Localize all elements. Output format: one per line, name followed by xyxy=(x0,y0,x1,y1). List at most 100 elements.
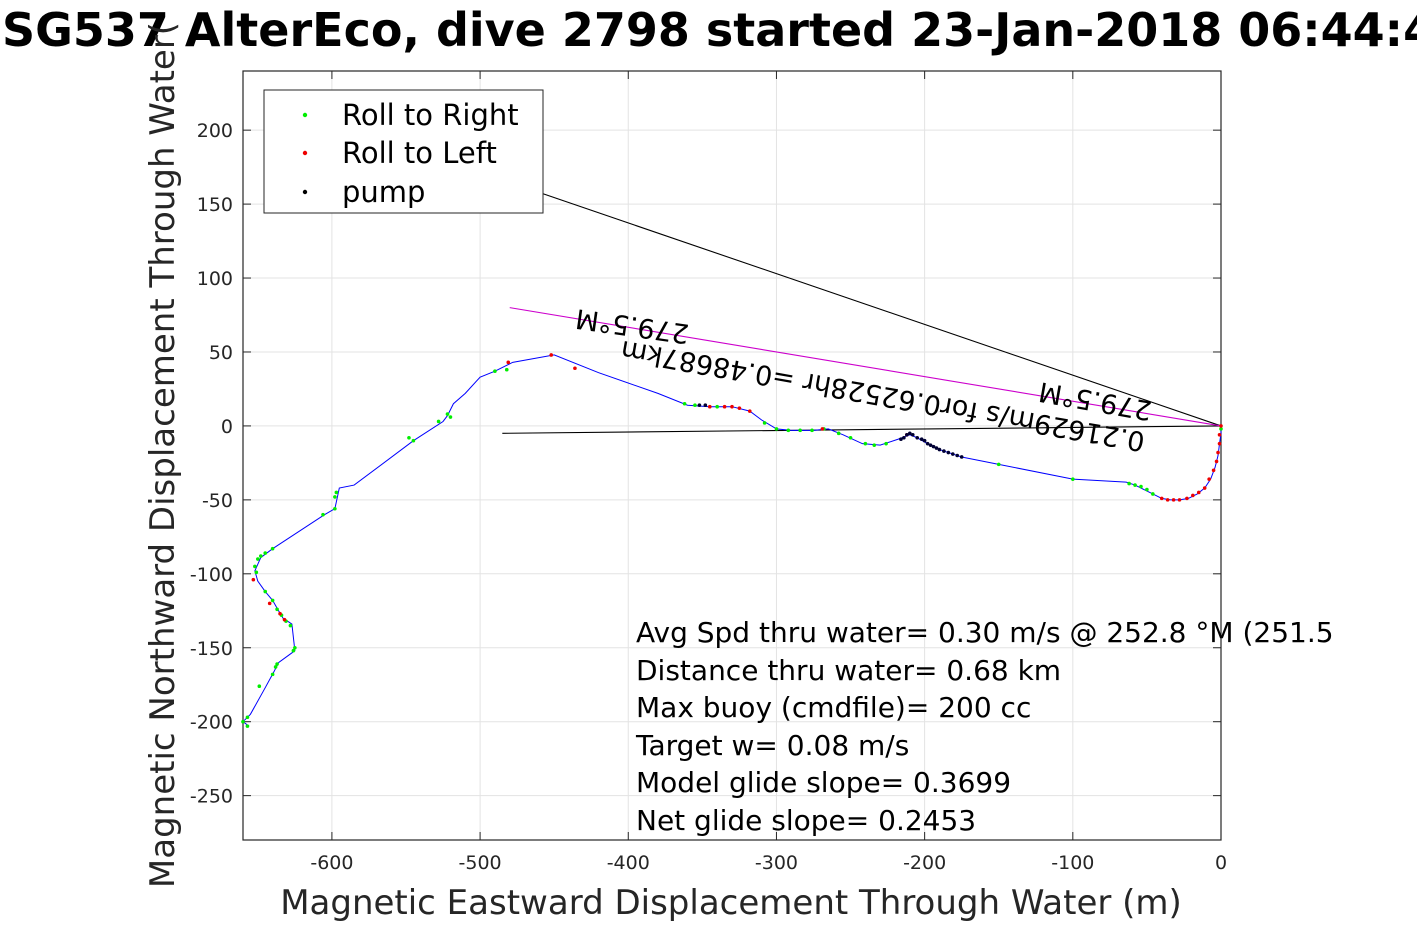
roll-right-point xyxy=(321,512,325,517)
pump-point xyxy=(910,432,915,437)
x-tick-label: -100 xyxy=(1051,852,1094,874)
pump-point xyxy=(905,432,909,437)
legend-marker-roll-left xyxy=(302,150,308,156)
y-tick-label: 50 xyxy=(209,342,233,364)
roll-left-point xyxy=(1171,498,1176,502)
pump-point xyxy=(946,450,951,455)
y-tick-label: 150 xyxy=(197,194,233,216)
roll-right-point xyxy=(1071,477,1075,481)
roll-left-point xyxy=(251,577,256,582)
legend-label-pump: pump xyxy=(342,175,425,209)
y-tick-label: -200 xyxy=(190,712,233,734)
roll-left-point xyxy=(549,353,554,357)
roll-right-point xyxy=(254,570,259,575)
y-tick-label: 100 xyxy=(197,268,233,290)
stats-annotations: Avg Spd thru water= 0.30 m/s @ 252.8 °M … xyxy=(635,616,1334,837)
roll-right-point xyxy=(258,554,263,558)
plot-frame xyxy=(242,70,1222,841)
pump-point xyxy=(697,403,702,408)
roll-left-point xyxy=(1207,477,1211,481)
roll-left-point xyxy=(737,406,742,410)
roll-left-point xyxy=(1196,490,1201,495)
roll-right-point xyxy=(293,645,297,650)
pump-point xyxy=(937,447,942,452)
roll-right-point xyxy=(848,435,853,440)
roll-right-point xyxy=(1127,481,1131,486)
roll-right-point xyxy=(411,438,416,443)
roll-right-point xyxy=(333,506,337,511)
legend: Roll to Right Roll to Left pump xyxy=(263,89,544,214)
roll-left-point xyxy=(506,360,511,365)
roll-left-point xyxy=(1202,486,1207,490)
y-tick-label: -150 xyxy=(190,638,233,660)
pump-point xyxy=(934,446,939,450)
x-tick-label: -500 xyxy=(459,852,502,874)
roll-right-point xyxy=(693,403,697,408)
roll-left-point xyxy=(1211,468,1216,473)
roll-right-point xyxy=(1219,427,1223,431)
pump-point xyxy=(899,437,903,442)
roll-left-point xyxy=(1217,432,1222,437)
roll-right-point xyxy=(245,724,250,728)
roll-right-point xyxy=(288,623,293,628)
roll-left-point xyxy=(1185,496,1189,501)
annotation-distance: Distance thru water= 0.68 km xyxy=(636,654,1061,687)
roll-right-point xyxy=(493,369,497,374)
roll-right-point xyxy=(436,419,441,424)
legend-label-roll-right: Roll to Right xyxy=(342,98,519,132)
roll-right-point xyxy=(786,428,791,433)
roll-right-point xyxy=(872,443,877,447)
line-current xyxy=(509,307,1222,427)
legend-label-roll-left: Roll to Left xyxy=(342,136,497,170)
pump-point xyxy=(950,452,955,456)
pump-point xyxy=(919,437,924,442)
legend-box xyxy=(263,89,544,214)
ticks: -600 -500 -400 -300 -200 -100 0 200 150 100 50 0 -50… xyxy=(190,71,1227,874)
roll-left-point xyxy=(1191,493,1195,498)
roll-left-point xyxy=(1217,441,1222,446)
pump-point xyxy=(703,403,708,408)
markers xyxy=(241,353,1223,728)
legend-marker-pump xyxy=(302,189,308,195)
pump-point xyxy=(959,455,964,459)
roll-right-point xyxy=(836,431,841,436)
roll-left-point xyxy=(278,611,282,616)
roll-right-point xyxy=(253,564,257,569)
roll-left-point xyxy=(730,404,734,409)
roll-right-point xyxy=(273,665,278,669)
roll-right-point xyxy=(270,546,275,551)
roll-left-point xyxy=(707,404,712,409)
roll-left-point xyxy=(1216,450,1220,455)
roll-right-point xyxy=(682,401,687,406)
roll-right-point xyxy=(334,490,339,495)
roll-right-point xyxy=(715,404,719,409)
x-tick-label: 0 xyxy=(1215,852,1227,874)
pump-point xyxy=(931,444,936,449)
y-axis-label: Magnetic Northward Displacement Through … xyxy=(143,22,183,888)
y-tick-label: -100 xyxy=(190,564,233,586)
annotation-avg-speed: Avg Spd thru water= 0.30 m/s @ 252.8 °M … xyxy=(636,616,1334,649)
roll-right-point xyxy=(448,415,453,419)
roll-right-point xyxy=(333,495,337,499)
roll-right-point xyxy=(863,441,868,446)
roll-right-point xyxy=(1133,483,1137,487)
line-horizontal xyxy=(502,425,1222,434)
y-tick-label: 200 xyxy=(197,120,233,142)
roll-right-point xyxy=(445,412,450,416)
reference-lines xyxy=(502,184,1222,434)
line-to-origin xyxy=(516,184,1222,427)
roll-right-point xyxy=(884,441,888,446)
roll-left-point xyxy=(1219,424,1223,428)
roll-right-point xyxy=(762,421,767,425)
roll-left-point xyxy=(573,366,577,371)
pump-point xyxy=(908,431,912,436)
legend-marker-roll-right xyxy=(302,112,308,118)
pump-point xyxy=(942,449,946,453)
x-tick-label: -300 xyxy=(755,852,798,874)
roll-right-point xyxy=(798,428,802,433)
roll-right-point xyxy=(256,557,260,561)
annotation-target-w: Target w= 0.08 m/s xyxy=(635,729,909,762)
y-tick-label: -250 xyxy=(190,786,233,808)
x-tick-label: -400 xyxy=(607,852,650,874)
roll-left-point xyxy=(722,404,727,409)
